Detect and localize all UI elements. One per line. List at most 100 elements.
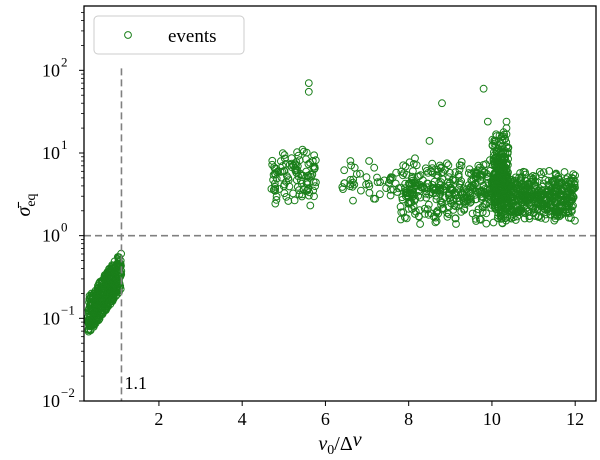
data-point [544,176,553,185]
data-point [365,188,374,197]
data-point [479,161,488,169]
data-point [84,327,93,336]
data-point [87,305,95,314]
data-point [98,283,107,292]
data-point [451,214,460,223]
data-point [302,179,311,187]
data-point [340,166,349,175]
data-point [362,173,371,182]
data-point [432,185,440,194]
data-point [444,161,453,170]
data-point [447,199,456,208]
data-point [506,213,514,222]
data-point [280,180,289,189]
data-point [519,194,528,203]
data-point [271,187,279,195]
data-point [434,171,442,180]
data-point-outlier [496,139,505,148]
data-point [569,192,577,201]
data-point [530,194,539,203]
data-point [498,218,507,227]
data-point [555,207,563,215]
data-point-outlier [304,87,313,96]
data-point [523,180,532,189]
data-point [293,183,302,191]
data-point [310,192,318,201]
data-point [560,168,569,176]
data-point [99,298,108,307]
y-tick-label: 10 [42,143,60,163]
data-point [541,188,550,197]
data-point [567,214,575,223]
y-tick-label: 10 [42,391,60,411]
data-point [271,199,280,208]
data-point [405,189,414,198]
data-point [545,167,554,175]
data-point [291,166,300,175]
data-point [532,191,541,199]
data-point [346,180,355,189]
x-tick-label: 10 [483,409,501,429]
data-point [541,215,550,223]
data-point [85,307,93,316]
data-point [445,173,454,182]
data-point [357,186,365,195]
data-point [494,175,503,184]
data-point [346,182,355,191]
y-tick-exponent: −2 [61,385,75,400]
data-point [404,204,413,213]
data-point [424,200,433,209]
data-point [533,205,542,214]
data-point [89,308,97,316]
x-axis: 2 4 6 8 10 12 [154,401,584,429]
data-point [521,168,529,177]
data-point [93,289,102,298]
data-point [446,168,454,177]
data-point [559,208,568,217]
data-point [500,155,509,164]
data-point [98,287,107,296]
y-tick-label: 10 [42,308,60,328]
data-point [416,220,425,228]
data-point-outlier [425,137,434,145]
data-point [411,154,419,163]
data-point [507,185,515,194]
data-point [404,188,412,197]
data-point [362,180,371,189]
data-point [464,195,473,204]
data-point [534,199,543,208]
data-point [304,160,313,169]
data-point [571,171,579,180]
data-point [409,167,417,176]
legend: events [93,15,245,55]
data-point [475,215,484,224]
data-point [444,203,453,212]
data-point [489,185,498,194]
data-point [428,180,437,189]
data-point [413,172,422,181]
data-point [101,305,110,314]
data-point [531,172,540,181]
data-point [432,208,441,216]
x-tick-label: 12 [566,409,584,429]
data-point [551,207,559,216]
data-point [424,210,433,219]
data-point [347,161,356,170]
data-point [525,212,534,221]
data-point [515,173,523,182]
data-point [516,207,525,215]
data-point [306,159,315,167]
data-point [431,218,440,227]
data-point [447,185,456,194]
data-point [396,202,405,211]
data-point [350,180,359,189]
data-point [405,198,414,207]
data-point [490,137,499,146]
data-point [457,177,466,186]
data-point [299,171,308,180]
data-point [494,161,503,170]
data-point [271,183,280,191]
data-point [428,159,437,168]
